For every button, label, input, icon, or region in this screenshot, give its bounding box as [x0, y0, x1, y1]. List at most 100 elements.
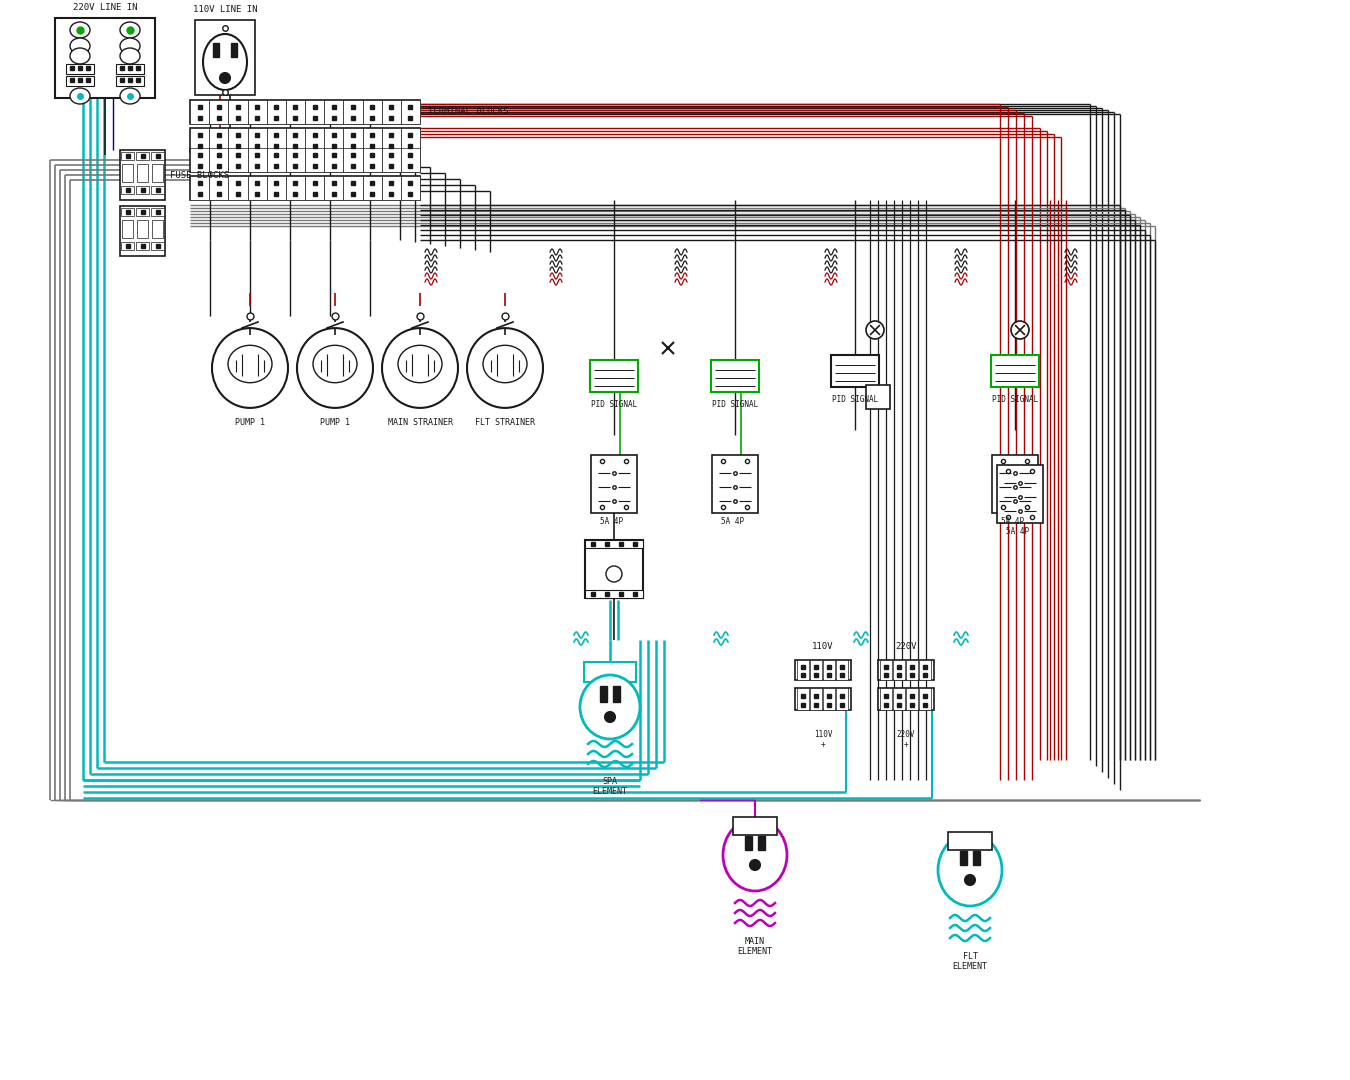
Ellipse shape: [70, 87, 90, 104]
Bar: [796, 688, 809, 710]
Ellipse shape: [580, 675, 640, 739]
Bar: [267, 148, 286, 172]
Bar: [116, 64, 144, 75]
Text: 5A 4P: 5A 4P: [1006, 527, 1029, 536]
Bar: [343, 148, 363, 172]
Text: TERMINAL BLOCKS: TERMINAL BLOCKS: [428, 108, 509, 117]
Bar: [401, 176, 420, 200]
Bar: [228, 176, 247, 200]
Bar: [213, 43, 219, 57]
Bar: [796, 660, 809, 680]
Bar: [810, 688, 822, 710]
Bar: [711, 455, 757, 513]
Text: FUSE BLOCKS: FUSE BLOCKS: [170, 171, 230, 179]
Bar: [190, 129, 209, 152]
Text: 110V: 110V: [813, 642, 834, 651]
Bar: [585, 540, 643, 598]
Ellipse shape: [606, 566, 622, 582]
Ellipse shape: [605, 712, 616, 723]
Bar: [880, 688, 892, 710]
Text: 110V LINE IN: 110V LINE IN: [193, 5, 258, 14]
Bar: [343, 176, 363, 200]
Text: SPA
ELEMENT: SPA ELEMENT: [593, 777, 628, 796]
Text: 220V LINE IN: 220V LINE IN: [73, 3, 138, 12]
Bar: [757, 836, 765, 850]
Bar: [363, 129, 382, 152]
Bar: [919, 688, 931, 710]
Ellipse shape: [70, 38, 90, 54]
Bar: [122, 164, 134, 183]
Bar: [209, 148, 228, 172]
Text: 110V
+: 110V +: [814, 730, 832, 750]
Bar: [613, 686, 620, 702]
Bar: [832, 355, 879, 387]
Bar: [880, 660, 892, 680]
Bar: [209, 129, 228, 152]
Bar: [324, 148, 343, 172]
Bar: [324, 129, 343, 152]
Bar: [363, 100, 382, 124]
Bar: [865, 384, 890, 409]
Bar: [973, 851, 980, 865]
Bar: [363, 176, 382, 200]
Bar: [55, 18, 155, 98]
Bar: [824, 660, 836, 680]
Ellipse shape: [120, 87, 140, 104]
Ellipse shape: [228, 346, 271, 382]
Ellipse shape: [965, 875, 975, 885]
Bar: [209, 176, 228, 200]
Text: PID SIGNAL: PID SIGNAL: [591, 400, 637, 409]
Ellipse shape: [751, 860, 760, 870]
Bar: [324, 176, 343, 200]
Bar: [194, 21, 255, 95]
Bar: [153, 164, 163, 183]
Bar: [190, 100, 420, 124]
Bar: [267, 176, 286, 200]
Bar: [267, 129, 286, 152]
Bar: [228, 129, 247, 152]
Bar: [136, 186, 148, 194]
Ellipse shape: [483, 346, 526, 382]
Bar: [585, 590, 643, 598]
Bar: [286, 148, 305, 172]
Bar: [892, 660, 904, 680]
Ellipse shape: [120, 48, 140, 64]
Bar: [343, 100, 363, 124]
Bar: [247, 148, 267, 172]
Ellipse shape: [70, 48, 90, 64]
Bar: [228, 148, 247, 172]
Bar: [906, 660, 918, 680]
Ellipse shape: [120, 38, 140, 54]
Text: 5A 4P: 5A 4P: [599, 517, 624, 526]
Bar: [151, 242, 163, 249]
Bar: [382, 148, 401, 172]
Ellipse shape: [1011, 321, 1029, 339]
Text: FLT
ELEMENT: FLT ELEMENT: [953, 951, 987, 971]
Bar: [247, 129, 267, 152]
Bar: [151, 186, 163, 194]
Bar: [247, 176, 267, 200]
Bar: [247, 100, 267, 124]
Bar: [136, 164, 148, 183]
Bar: [122, 242, 134, 249]
Text: MAIN STRAINER: MAIN STRAINER: [387, 418, 452, 427]
Ellipse shape: [202, 33, 247, 90]
Bar: [190, 100, 209, 124]
Bar: [382, 100, 401, 124]
Text: PID SIGNAL: PID SIGNAL: [992, 395, 1038, 404]
Bar: [151, 152, 163, 160]
Ellipse shape: [865, 321, 884, 339]
Text: MAIN
ELEMENT: MAIN ELEMENT: [737, 937, 772, 957]
Bar: [190, 148, 420, 172]
Bar: [992, 455, 1038, 513]
Ellipse shape: [212, 328, 288, 408]
Bar: [824, 688, 836, 710]
Bar: [136, 208, 148, 216]
Bar: [305, 176, 324, 200]
Bar: [960, 851, 967, 865]
Text: PUMP 1: PUMP 1: [235, 418, 265, 427]
Bar: [363, 148, 382, 172]
Bar: [836, 660, 848, 680]
Bar: [382, 176, 401, 200]
Bar: [711, 360, 759, 392]
